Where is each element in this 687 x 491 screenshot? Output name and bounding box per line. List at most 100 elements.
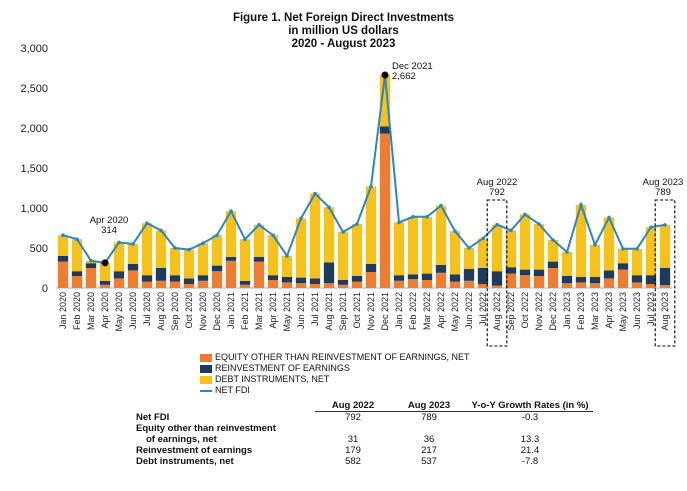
bar-reinvestment [295, 277, 307, 284]
bar-equity [561, 283, 573, 288]
bar-reinvestment [393, 275, 405, 281]
legend-swatch-reinvestment [200, 364, 212, 373]
bar-reinvestment [463, 268, 475, 281]
net-fdi-point [509, 228, 513, 233]
net-fdi-point [187, 247, 191, 252]
bar-equity [127, 270, 139, 288]
bar-debt [575, 204, 587, 277]
bar-debt [603, 217, 615, 271]
bar-equity [253, 261, 265, 288]
x-tick-label: Aug 2020 [156, 292, 166, 331]
bar-debt [379, 75, 391, 127]
bar-debt [491, 224, 503, 272]
row-value-aug2022: 792 [345, 412, 361, 423]
legend-swatch-debt [200, 375, 212, 384]
x-tick-label: Aug 2021 [324, 292, 334, 331]
bar-debt [519, 214, 531, 270]
bar-debt [561, 252, 573, 276]
net-fdi-point [495, 222, 499, 227]
chart-title-line3: 2020 - August 2023 [291, 38, 396, 50]
bar-equity [323, 283, 335, 288]
x-tick-label: Dec 2021 [380, 292, 390, 331]
x-tick-label: Nov 2020 [198, 292, 208, 331]
bar-equity [309, 284, 321, 288]
bar-debt [197, 243, 209, 276]
x-tick-label: Jun 2023 [632, 292, 642, 329]
x-tick-label: Apr 2022 [436, 292, 446, 329]
annotation-label: Aug 2022 [477, 177, 518, 188]
annotation-value: 789 [655, 187, 671, 198]
bar-equity [463, 280, 475, 288]
bar-reinvestment [547, 261, 559, 268]
bar-debt [547, 240, 559, 262]
bar-reinvestment [323, 262, 335, 284]
bar-reinvestment [281, 276, 293, 283]
bar-debt [71, 239, 83, 272]
bar-reinvestment [337, 280, 349, 285]
row-growth: -7.8 [521, 456, 539, 467]
net-fdi-point [663, 223, 667, 227]
bar-debt [99, 262, 111, 281]
x-tick-label: Jun 2021 [296, 292, 306, 329]
bar-equity [85, 268, 97, 288]
summary-header-aug2023: Aug 2023 [391, 400, 467, 412]
bar-debt [183, 249, 195, 279]
net-fdi-point [89, 259, 93, 263]
row-growth: 13.3 [520, 434, 540, 445]
bar-debt [225, 211, 237, 257]
bar-debt [463, 248, 475, 269]
bar-equity [393, 280, 405, 288]
bar-reinvestment [575, 276, 587, 283]
x-tick-label: Feb 2020 [72, 292, 82, 330]
net-fdi-point [579, 203, 583, 207]
net-fdi-point [173, 246, 177, 250]
x-tick-label: Jul 2023 [646, 292, 656, 326]
net-fdi-point [593, 243, 597, 247]
bar-equity [547, 268, 559, 288]
bar-equity [575, 282, 587, 288]
net-fdi-point [201, 241, 205, 245]
summary-header-blank [132, 400, 315, 412]
bar-reinvestment [407, 274, 419, 280]
x-tick-label: Dec 2022 [548, 292, 558, 331]
net-fdi-point [341, 230, 345, 234]
x-tick-label: Oct 2022 [520, 292, 530, 329]
bar-equity [57, 261, 69, 288]
bar-equity [505, 273, 517, 288]
bar-reinvestment [211, 265, 223, 272]
bar-debt [449, 231, 461, 275]
bar-reinvestment [183, 278, 195, 284]
bar-debt [505, 230, 517, 268]
bar-reinvestment [197, 275, 209, 281]
annotation-label: Dec 2021 [392, 61, 433, 72]
net-fdi-point [635, 247, 639, 251]
bar-debt [589, 244, 601, 277]
net-fdi-point [215, 233, 219, 237]
bar-reinvestment [267, 275, 279, 280]
net-fdi-point [243, 237, 247, 241]
bar-equity [519, 275, 531, 288]
bar-reinvestment [71, 271, 83, 276]
legend-item-net-fdi: NET FDI [200, 385, 470, 396]
bar-reinvestment [141, 275, 153, 282]
highlight-point [101, 259, 109, 267]
net-fdi-point [607, 215, 611, 220]
bar-debt [435, 205, 447, 265]
bar-debt [267, 235, 279, 276]
x-tick-label: Feb 2022 [408, 292, 418, 330]
legend-label-reinvestment: REINVESTMENT OF EARNINGS [215, 363, 350, 373]
y-tick-label: 1,500 [20, 163, 48, 175]
bar-equity [169, 281, 181, 288]
bar-debt [645, 227, 657, 276]
row-value-aug2022: 31 [347, 434, 359, 445]
row-growth: -0.3 [521, 412, 539, 423]
x-tick-label: Mar 2022 [422, 292, 432, 330]
annotation-label: Aug 2023 [643, 177, 684, 188]
bar-equity [407, 279, 419, 288]
bar-debt [309, 193, 321, 279]
bar-reinvestment [127, 264, 139, 271]
bar-debt [407, 216, 419, 275]
bar-equity [533, 276, 545, 288]
net-fdi-point [565, 250, 569, 254]
row-label: Equity other than reinvestment [136, 423, 276, 434]
